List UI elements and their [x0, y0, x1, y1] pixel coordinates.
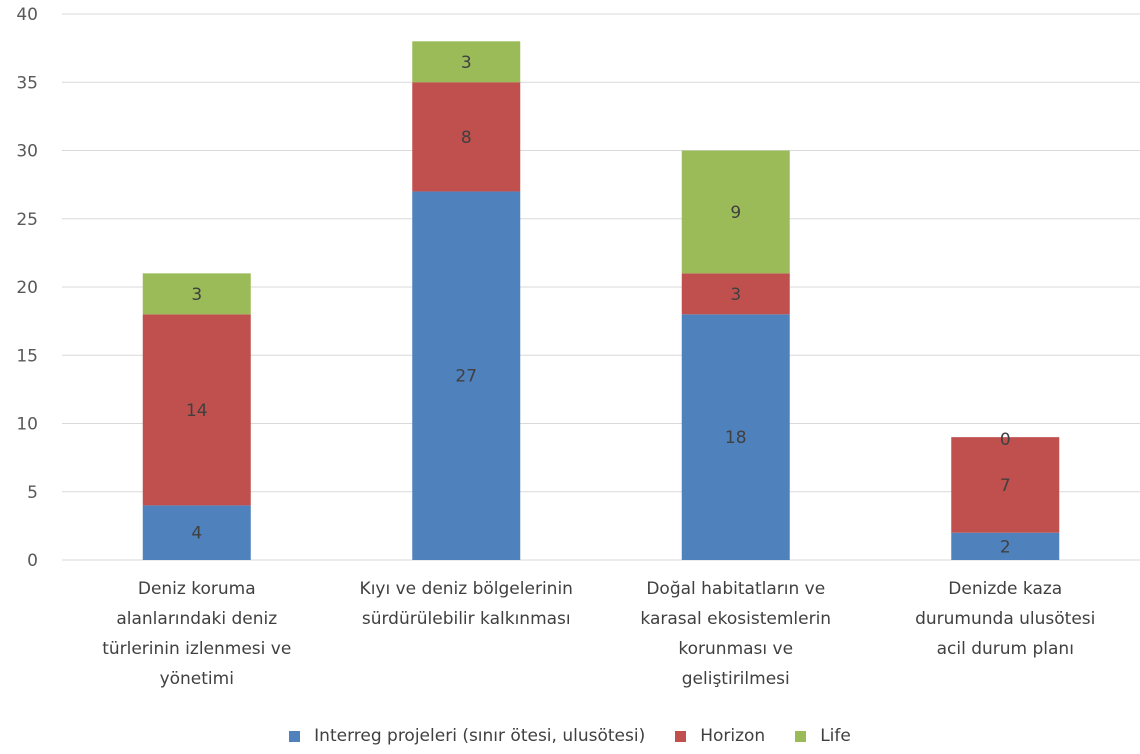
bar-segment — [412, 82, 521, 192]
y-tick-label: 30 — [16, 142, 38, 162]
legend-item-life: Life — [795, 726, 851, 746]
x-category-label: Kıyı ve deniz bölgelerinin — [360, 579, 573, 599]
data-label: 2 — [1000, 537, 1011, 557]
bar-segment — [142, 314, 251, 506]
bar-segment — [142, 505, 251, 560]
legend-swatch-horizon — [675, 730, 687, 742]
x-category-label: sürdürülebilir kalkınması — [362, 609, 571, 629]
bar-segment — [681, 314, 790, 560]
x-category-label: acil durum planı — [937, 639, 1074, 659]
data-label: 0 — [1000, 430, 1011, 450]
data-label: 27 — [455, 367, 477, 387]
data-label: 4 — [191, 524, 202, 544]
legend-item-interreg: Interreg projeleri (sınır ötesi, ulusöte… — [289, 726, 645, 746]
bar-segment — [412, 41, 521, 83]
legend-swatch-interreg — [289, 730, 301, 742]
chart-legend: Interreg projeleri (sınır ötesi, ulusöte… — [0, 722, 1140, 750]
legend-label-horizon: Horizon — [700, 726, 766, 746]
x-category-label: Doğal habitatların ve — [646, 579, 825, 599]
data-label: 3 — [461, 53, 472, 73]
y-tick-label: 40 — [16, 5, 38, 25]
x-category-label: Deniz koruma — [138, 579, 256, 599]
x-category-label: durumunda ulusötesi — [915, 609, 1095, 629]
x-category-label: yönetimi — [160, 669, 234, 689]
legend-label-life: Life — [820, 726, 851, 746]
bar-segment — [681, 150, 790, 274]
bar-segment — [412, 191, 521, 560]
y-tick-label: 35 — [16, 73, 38, 93]
x-category-label: türlerinin izlenmesi ve — [102, 639, 291, 659]
bar-segment — [681, 273, 790, 315]
y-tick-label: 25 — [16, 210, 38, 230]
data-label: 3 — [191, 285, 202, 305]
data-label: 14 — [186, 401, 208, 421]
y-tick-label: 0 — [27, 551, 38, 571]
data-label: 9 — [730, 203, 741, 223]
x-category-label: korunması ve — [678, 639, 793, 659]
legend-label-interreg: Interreg projeleri (sınır ötesi, ulusöte… — [314, 726, 646, 746]
bar-segment — [951, 437, 1060, 533]
x-category-label: alanlarındaki deniz — [116, 609, 277, 629]
data-label: 7 — [1000, 476, 1011, 496]
legend-item-horizon: Horizon — [675, 726, 765, 746]
y-tick-label: 10 — [16, 415, 38, 435]
x-category-label: karasal ekosistemlerin — [640, 609, 831, 629]
y-tick-label: 20 — [16, 278, 38, 298]
bar-segment — [142, 273, 251, 315]
y-tick-label: 15 — [16, 346, 38, 366]
legend-swatch-life — [795, 730, 807, 742]
x-category-label: geliştirilmesi — [682, 669, 790, 689]
data-label: 3 — [730, 285, 741, 305]
y-tick-label: 5 — [27, 483, 38, 503]
data-label: 18 — [725, 428, 747, 448]
x-category-label: Denizde kaza — [948, 579, 1062, 599]
bar-segment — [951, 532, 1060, 560]
data-label: 8 — [461, 128, 472, 148]
